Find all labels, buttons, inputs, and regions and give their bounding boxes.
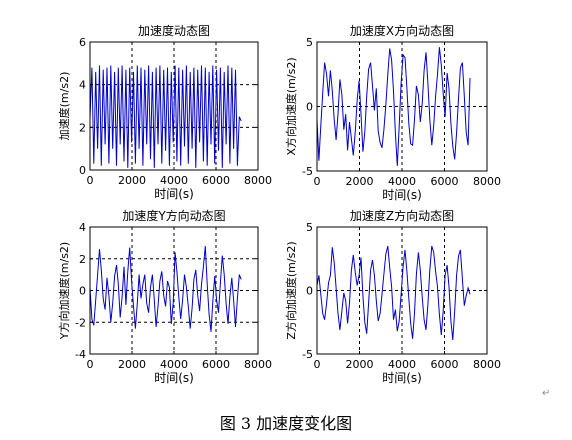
x-tick-label: 4000 [160, 174, 188, 187]
y-tick-label: 0 [79, 164, 86, 177]
x-tick-label: 4000 [388, 175, 416, 188]
y-tick-label: 2 [79, 253, 86, 266]
subplot-title: 加速度X方向动态图 [350, 23, 454, 38]
x-tick-label: 8000 [473, 358, 501, 371]
y-tick-label: -2 [75, 316, 86, 329]
subplot-title: 加速度动态图 [138, 23, 210, 38]
y-axis-label: Y方向加速度(m/s2) [57, 242, 71, 340]
x-tick-label: 8000 [244, 358, 272, 371]
x-tick-label: 8000 [473, 175, 501, 188]
y-tick-label: 6 [79, 36, 86, 49]
y-tick-label: -5 [302, 165, 313, 178]
figure-caption: 图 3 加速度变化图 [219, 414, 353, 433]
y-tick-label: 4 [79, 221, 86, 234]
x-tick-label: 4000 [388, 358, 416, 371]
y-axis-label: 加速度(m/s2) [57, 72, 71, 141]
x-axis-label: 时间(s) [382, 371, 422, 385]
y-axis-label: Z方向加速度(m/s2) [284, 241, 298, 339]
y-tick-label: -5 [302, 348, 313, 361]
y-axis-label: X方向加速度(m/s2) [284, 57, 298, 155]
paragraph-mark: ↵ [542, 388, 551, 399]
subplot-title: 加速度Y方向动态图 [122, 208, 225, 223]
x-axis-label: 时间(s) [154, 371, 194, 385]
x-tick-label: 2000 [346, 175, 374, 188]
x-tick-label: 2000 [118, 358, 146, 371]
x-tick-label: 6000 [202, 174, 230, 187]
x-tick-label: 0 [87, 358, 94, 371]
series-line [89, 65, 242, 168]
series-line [316, 245, 471, 341]
y-tick-label: 5 [306, 221, 313, 234]
subplot-4: 0 2000 4000 6000 8000-505加速度Z方向动态图时间(s)Z方向加速… [284, 208, 501, 385]
y-tick-label: -4 [75, 348, 86, 361]
x-tick-label: 4000 [160, 358, 188, 371]
x-tick-label: 8000 [244, 174, 272, 187]
x-tick-label: 6000 [202, 358, 230, 371]
acceleration-figure: 0 2000 4000 6000 80000246加速度动态图时间(s)加速度(m/s2… [57, 23, 501, 385]
y-tick-label: 0 [306, 101, 313, 114]
y-tick-label: 2 [79, 121, 86, 134]
x-tick-label: 0 [314, 358, 321, 371]
x-tick-label: 0 [314, 175, 321, 188]
y-tick-label: 0 [79, 285, 86, 298]
series-line [89, 246, 242, 332]
x-tick-label: 2000 [346, 358, 374, 371]
x-tick-label: 6000 [431, 175, 459, 188]
x-axis-label: 时间(s) [382, 188, 422, 202]
x-tick-label: 6000 [431, 358, 459, 371]
x-tick-label: 2000 [118, 174, 146, 187]
y-tick-label: 5 [306, 36, 313, 49]
subplot-2: 0 2000 4000 6000 8000-505加速度X方向动态图时间(s)X方向加速… [284, 23, 501, 202]
subplot-title: 加速度Z方向动态图 [350, 208, 454, 223]
y-tick-label: 0 [306, 285, 313, 298]
y-tick-label: 4 [79, 79, 86, 92]
series-line [316, 47, 471, 166]
x-axis-label: 时间(s) [154, 187, 194, 201]
x-tick-label: 0 [87, 174, 94, 187]
